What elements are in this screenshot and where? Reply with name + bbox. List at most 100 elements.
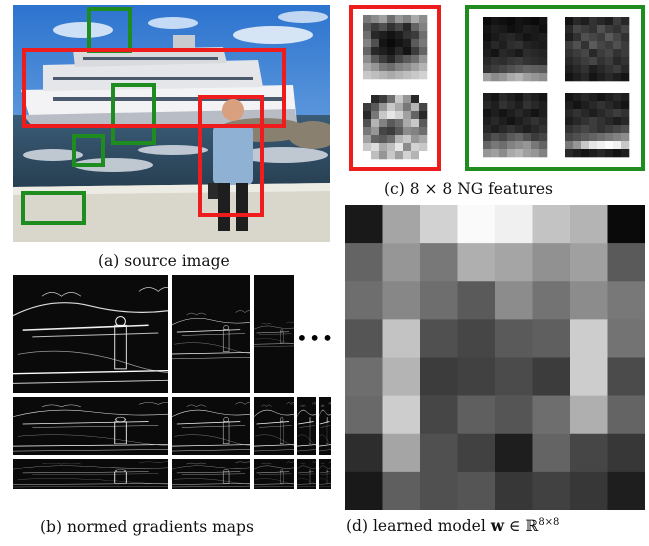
grid-cell — [581, 149, 590, 158]
grid-cell — [499, 49, 508, 58]
grid-cell — [523, 149, 532, 158]
grid-cell — [531, 101, 540, 110]
gradient-pyramid — [13, 275, 331, 489]
model-w-cell — [570, 281, 608, 320]
model-w-cell — [345, 395, 383, 435]
grid-cell — [589, 141, 598, 150]
negative-feature-grids — [483, 17, 630, 158]
grid-cell — [573, 17, 582, 26]
grid-cell — [499, 17, 508, 26]
grid-cell — [565, 17, 574, 26]
grid-cell — [597, 65, 606, 74]
model-w-cell — [382, 357, 421, 396]
grid-cell — [605, 41, 614, 50]
grid-cell — [363, 47, 372, 56]
grid-cell — [395, 151, 404, 160]
grid-cell — [613, 49, 622, 58]
grid-cell — [483, 17, 492, 26]
grid-cell — [613, 141, 622, 150]
grid-cell — [483, 101, 492, 110]
model-w-cell — [570, 357, 608, 396]
positive-feature-2 — [363, 95, 428, 160]
model-w-cell — [420, 205, 458, 244]
grid-cell — [581, 125, 590, 134]
grid-cell — [507, 73, 516, 82]
caption-a: (a) source image — [98, 252, 230, 270]
grid-cell — [379, 15, 388, 24]
grid-cell — [371, 15, 380, 24]
grid-cell — [507, 109, 516, 118]
grid-cell — [419, 135, 428, 144]
grid-cell — [395, 15, 404, 24]
grid-cell — [621, 133, 630, 142]
model-w-cell — [532, 319, 571, 358]
grid-cell — [371, 119, 380, 128]
ng-positive-panel — [349, 5, 441, 171]
grid-cell — [573, 101, 582, 110]
grid-cell — [371, 95, 380, 104]
grid-cell — [597, 141, 606, 150]
grid-cell — [387, 47, 396, 56]
grid-cell — [387, 15, 396, 24]
grid-cell — [531, 57, 540, 66]
grid-cell — [395, 55, 404, 64]
model-w-cell — [457, 205, 496, 244]
grid-cell — [573, 25, 582, 34]
grid-cell — [363, 71, 372, 80]
model-w-cell — [382, 243, 421, 282]
grid-cell — [371, 103, 380, 112]
grid-cell — [419, 23, 428, 32]
grid-cell — [395, 119, 404, 128]
grid-cell — [523, 41, 532, 50]
grid-cell — [523, 133, 532, 142]
grid-cell — [597, 41, 606, 50]
grid-cell — [419, 127, 428, 136]
model-w-cell — [607, 281, 645, 320]
grid-cell — [499, 125, 508, 134]
grid-cell — [613, 125, 622, 134]
model-w-cell — [420, 395, 458, 435]
grid-cell — [539, 93, 548, 102]
model-w-cell — [495, 433, 533, 473]
grid-cell — [419, 143, 428, 152]
grid-cell — [589, 49, 598, 58]
grid-cell — [411, 63, 420, 72]
model-w-cell — [570, 319, 608, 358]
model-w-cell — [382, 205, 421, 244]
grid-cell — [597, 93, 606, 102]
negative-feature-2 — [565, 17, 630, 82]
grid-cell — [403, 39, 412, 48]
grid-cell — [371, 111, 380, 120]
grid-cell — [499, 101, 508, 110]
grid-cell — [483, 41, 492, 50]
grid-cell — [499, 117, 508, 126]
grid-cell — [491, 141, 500, 150]
grid-cell — [379, 39, 388, 48]
grid-cell — [403, 47, 412, 56]
grid-cell — [395, 95, 404, 104]
grid-cell — [403, 127, 412, 136]
grid-cell — [491, 33, 500, 42]
grid-cell — [483, 117, 492, 126]
grid-cell — [531, 49, 540, 58]
grid-cell — [539, 73, 548, 82]
grid-cell — [565, 101, 574, 110]
grid-cell — [363, 95, 372, 104]
grid-cell — [597, 117, 606, 126]
grid-cell — [613, 149, 622, 158]
negative-feature-4 — [565, 93, 630, 158]
grid-cell — [499, 73, 508, 82]
grid-cell — [605, 33, 614, 42]
grid-cell — [539, 17, 548, 26]
model-w-cell — [382, 319, 421, 358]
grid-cell — [531, 109, 540, 118]
model-w-cell — [495, 319, 533, 358]
grid-cell — [523, 57, 532, 66]
grid-cell — [589, 65, 598, 74]
source-photo — [13, 5, 330, 242]
caption-c: (c) 8 × 8 NG features — [384, 180, 553, 198]
grid-cell — [621, 33, 630, 42]
grid-cell — [605, 109, 614, 118]
model-w-cells — [345, 205, 645, 510]
grid-cell — [613, 33, 622, 42]
